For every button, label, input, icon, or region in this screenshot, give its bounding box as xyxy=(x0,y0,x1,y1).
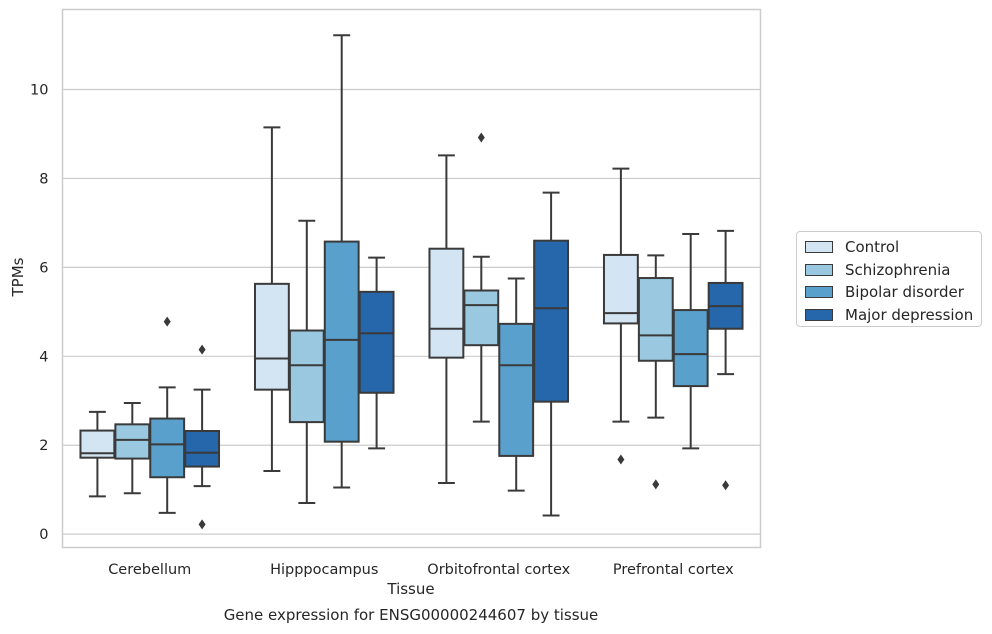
figure-caption: Gene expression for ENSG00000244607 by t… xyxy=(223,606,599,624)
y-tick-label: 2 xyxy=(39,438,48,454)
x-tick-label: Orbitofrontal cortex xyxy=(427,562,570,578)
box xyxy=(114,423,151,460)
outlier-point xyxy=(617,454,625,465)
legend-item-major-depression: Major depression xyxy=(805,304,981,327)
box xyxy=(253,282,290,391)
plot-frame xyxy=(61,8,762,549)
legend-label-control: Control xyxy=(845,238,900,257)
y-tick-label: 0 xyxy=(39,527,48,543)
outlier-point xyxy=(722,480,730,491)
y-tick-label: 6 xyxy=(39,260,48,276)
box xyxy=(463,289,500,347)
y-tick-label: 10 xyxy=(30,83,48,99)
outlier-point xyxy=(652,479,660,490)
legend-swatch-control xyxy=(805,241,833,254)
legend-item-bipolar-disorder: Bipolar disorder xyxy=(805,281,981,304)
y-tick-label: 4 xyxy=(39,349,48,365)
box xyxy=(602,253,639,325)
box xyxy=(323,240,360,443)
legend-label-bipolar-disorder: Bipolar disorder xyxy=(845,283,964,302)
legend-swatch-schizophrenia xyxy=(805,263,833,276)
x-tick-label: Prefrontal cortex xyxy=(613,562,734,578)
x-tick-label: Hipppocampus xyxy=(270,562,378,578)
box xyxy=(184,430,221,468)
outlier-point xyxy=(477,132,485,143)
box xyxy=(428,247,465,359)
legend: Control Schizophrenia Bipolar disorder M… xyxy=(796,231,982,327)
outlier-point xyxy=(163,316,171,327)
box xyxy=(358,290,395,394)
box xyxy=(498,322,535,457)
legend-label-major-depression: Major depression xyxy=(845,305,974,324)
legend-item-control: Control xyxy=(805,236,981,259)
y-tick-label: 8 xyxy=(39,171,48,187)
outlier-point xyxy=(198,519,206,530)
box xyxy=(288,329,325,424)
outlier-point xyxy=(198,344,206,355)
box xyxy=(637,277,674,362)
legend-label-schizophrenia: Schizophrenia xyxy=(845,260,951,279)
box xyxy=(672,309,709,388)
x-tick-label: Cerebellum xyxy=(108,562,191,578)
legend-item-schizophrenia: Schizophrenia xyxy=(805,259,981,282)
box xyxy=(149,417,186,479)
box xyxy=(533,239,570,403)
x-axis-label: Tissue xyxy=(387,580,435,598)
legend-swatch-major-depression xyxy=(805,308,833,321)
legend-swatch-bipolar-disorder xyxy=(805,286,833,299)
boxes xyxy=(79,34,744,530)
tick-labels: 0 2 4 6 8 10 Cerebellum Hipppocampus Orbitofront… xyxy=(30,83,734,578)
y-axis-label: TPMs xyxy=(9,257,27,297)
